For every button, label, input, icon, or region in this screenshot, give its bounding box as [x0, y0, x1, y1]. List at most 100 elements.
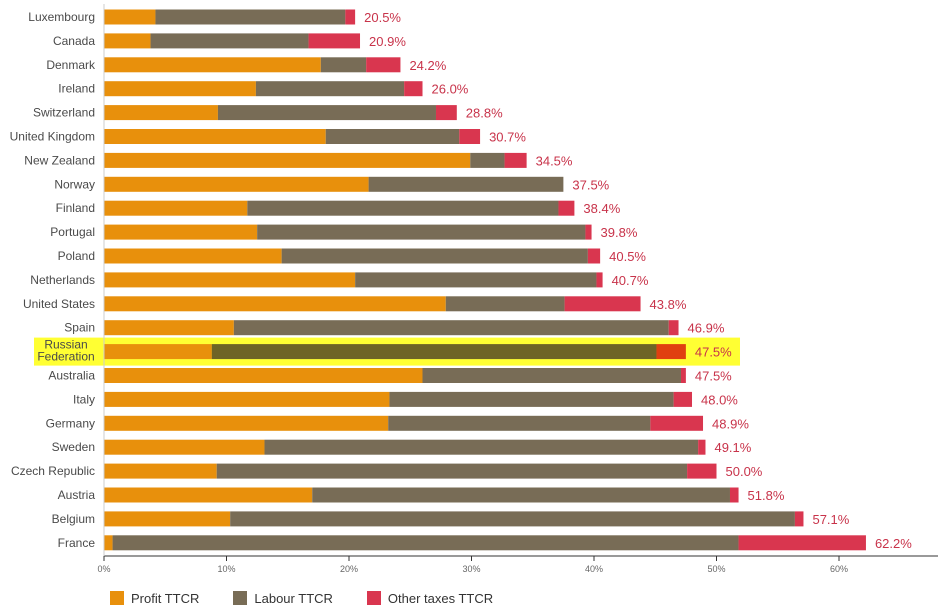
category-label-czech-republic: Czech Republic: [11, 464, 95, 478]
bar-portugal-profit-ttcr: [104, 224, 258, 240]
value-label-france: 62.2%: [875, 536, 912, 551]
bar-spain-labour-ttcr: [233, 320, 669, 336]
bar-norway-profit-ttcr: [104, 176, 369, 192]
category-label-finland: Finland: [56, 201, 95, 215]
bar-united-kingdom-profit-ttcr: [104, 129, 326, 144]
bars-group: [104, 9, 866, 551]
value-label-germany: 48.9%: [712, 416, 749, 431]
category-label-australia: Australia: [48, 369, 95, 383]
bar-new-zealand-other-taxes-ttcr: [504, 152, 527, 168]
value-label-canada: 20.9%: [369, 34, 406, 49]
bar-canada-labour-ttcr: [150, 33, 309, 49]
legend-item-profit: Profit TTCR: [110, 591, 199, 606]
bar-finland-other-taxes-ttcr: [558, 200, 575, 216]
bar-italy-profit-ttcr: [104, 391, 390, 407]
x-tick-label-3: 30%: [462, 564, 480, 574]
value-label-spain: 46.9%: [688, 321, 725, 336]
bar-italy-other-taxes-ttcr: [673, 391, 693, 407]
bar-australia-other-taxes-ttcr: [680, 368, 686, 383]
bar-germany-other-taxes-ttcr: [650, 415, 704, 431]
category-label-belgium: Belgium: [52, 512, 95, 526]
bar-austria-labour-ttcr: [312, 487, 730, 503]
value-label-poland: 40.5%: [609, 249, 646, 264]
bar-denmark-other-taxes-ttcr: [366, 57, 401, 73]
x-tick-label-0: 0%: [97, 564, 110, 574]
category-label-russian-federation-line-1: Russian: [44, 338, 87, 352]
x-tick-label-4: 40%: [585, 564, 603, 574]
category-label-italy: Italy: [73, 392, 95, 406]
category-label-norway: Norway: [54, 177, 95, 191]
category-label-sweden: Sweden: [52, 440, 95, 454]
value-label-switzerland: 28.8%: [466, 106, 503, 121]
bar-germany-labour-ttcr: [388, 415, 651, 431]
value-label-austria: 51.8%: [748, 488, 785, 503]
bar-new-zealand-profit-ttcr: [104, 152, 471, 168]
legend-item-other: Other taxes TTCR: [366, 591, 493, 606]
bar-united-kingdom-labour-ttcr: [325, 129, 460, 144]
bar-ireland-profit-ttcr: [104, 81, 256, 97]
bar-switzerland-labour-ttcr: [217, 105, 436, 121]
bar-czech-republic-labour-ttcr: [216, 463, 688, 479]
legend-item-labour: Labour TTCR: [233, 591, 333, 606]
legend-swatch-profit: [110, 591, 124, 605]
bar-poland-profit-ttcr: [104, 248, 282, 264]
value-label-czech-republic: 50.0%: [726, 464, 763, 479]
bar-denmark-profit-ttcr: [104, 57, 321, 73]
x-tick-label-5: 50%: [707, 564, 725, 574]
value-label-russian-federation: 47.5%: [695, 345, 732, 360]
value-label-ireland: 26.0%: [432, 82, 469, 97]
labels-group: Luxembourg 20.5% Canada 20.9% Denmark 24.2% Ir…: [10, 10, 913, 551]
bar-czech-republic-other-taxes-ttcr: [687, 463, 717, 479]
value-label-luxembourg: 20.5%: [364, 10, 401, 25]
bar-canada-other-taxes-ttcr: [308, 33, 361, 49]
x-tick-label-2: 20%: [340, 564, 358, 574]
bar-austria-other-taxes-ttcr: [729, 487, 739, 503]
x-tick-label-1: 10%: [217, 564, 235, 574]
value-label-belgium: 57.1%: [812, 512, 849, 527]
value-label-netherlands: 40.7%: [612, 273, 649, 288]
bar-finland-labour-ttcr: [247, 200, 559, 216]
category-label-russian-federation-line-2: Federation: [37, 350, 94, 364]
category-label-united-kingdom: United Kingdom: [10, 130, 95, 144]
category-label-netherlands: Netherlands: [30, 273, 95, 287]
legend-label-profit: Profit TTCR: [131, 590, 200, 606]
value-label-united-kingdom: 30.7%: [489, 130, 526, 145]
bar-netherlands-other-taxes-ttcr: [596, 272, 603, 288]
bar-russian-federation-profit-ttcr: [104, 344, 212, 360]
bar-france-labour-ttcr: [112, 535, 739, 551]
bar-russian-federation-other-taxes-ttcr: [656, 344, 686, 360]
bar-luxembourg-other-taxes-ttcr: [345, 9, 356, 25]
bar-australia-labour-ttcr: [422, 368, 681, 383]
value-label-sweden: 49.1%: [714, 440, 751, 455]
bar-ireland-labour-ttcr: [255, 81, 405, 97]
bar-new-zealand-labour-ttcr: [470, 152, 505, 168]
bar-australia-profit-ttcr: [104, 368, 423, 383]
bar-germany-profit-ttcr: [104, 415, 389, 431]
bar-luxembourg-profit-ttcr: [104, 9, 156, 25]
bar-switzerland-profit-ttcr: [104, 105, 218, 121]
bar-portugal-other-taxes-ttcr: [585, 224, 592, 240]
category-label-new-zealand: New Zealand: [24, 153, 95, 167]
legend-label-labour: Labour TTCR: [254, 590, 333, 606]
bar-luxembourg-labour-ttcr: [155, 9, 346, 25]
category-label-ireland: Ireland: [58, 82, 95, 96]
bar-netherlands-profit-ttcr: [104, 272, 356, 288]
value-label-australia: 47.5%: [695, 369, 732, 384]
value-label-finland: 38.4%: [583, 201, 620, 216]
bar-denmark-labour-ttcr: [320, 57, 367, 73]
bar-finland-profit-ttcr: [104, 200, 248, 216]
value-label-portugal: 39.8%: [601, 225, 638, 240]
bar-united-states-profit-ttcr: [104, 296, 446, 312]
bar-russian-federation-labour-ttcr: [211, 344, 657, 360]
bar-united-kingdom-other-taxes-ttcr: [459, 129, 481, 144]
bar-belgium-other-taxes-ttcr: [794, 511, 804, 527]
stacked-bar-chart: Luxembourg 20.5% Canada 20.9% Denmark 24.2% Ir…: [10, 4, 938, 574]
bar-spain-profit-ttcr: [104, 320, 234, 336]
bar-ireland-other-taxes-ttcr: [404, 81, 423, 97]
bar-austria-profit-ttcr: [104, 487, 313, 503]
category-label-united-states: United States: [23, 297, 95, 311]
bar-united-states-other-taxes-ttcr: [564, 296, 641, 312]
category-label-luxembourg: Luxembourg: [28, 10, 95, 24]
category-label-denmark: Denmark: [46, 58, 96, 72]
value-label-new-zealand: 34.5%: [536, 153, 573, 168]
